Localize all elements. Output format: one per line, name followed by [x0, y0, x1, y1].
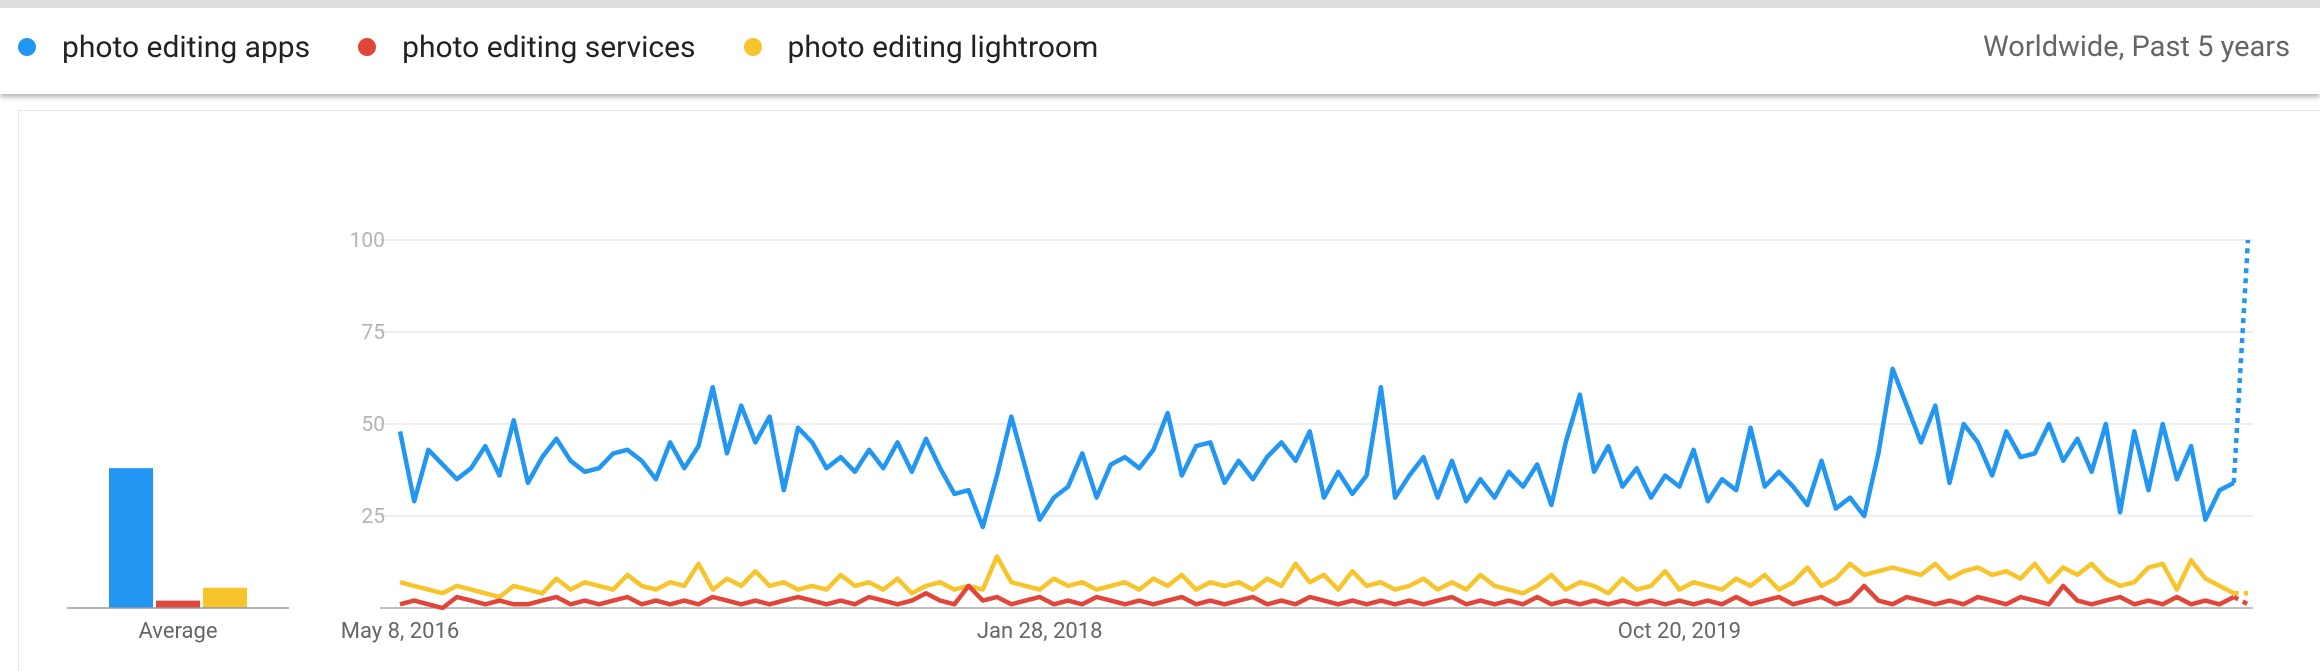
legend-dot — [743, 38, 762, 56]
partial-segment — [2232, 594, 2250, 607]
chart-card — [18, 110, 2320, 671]
legend: photo editing apps photo editing services… — [18, 0, 1146, 94]
scope-label[interactable]: Worldwide, Past 5 years — [1983, 30, 2291, 64]
average-bar — [156, 600, 200, 608]
legend-item[interactable]: photo editing apps — [18, 30, 310, 65]
legend-dot — [18, 38, 36, 56]
y-tick-label: 25 — [361, 505, 385, 529]
x-tick-label: May 8, 2016 — [341, 619, 460, 644]
legend-label: photo editing services — [402, 29, 696, 65]
series-line — [399, 583, 2235, 611]
x-tick-label: Jan 28, 2018 — [977, 619, 1103, 644]
series-line — [399, 554, 2235, 600]
legend-item[interactable]: photo editing lightroom — [743, 29, 1099, 65]
y-tick-label: 75 — [361, 321, 385, 345]
partial-segment — [2231, 239, 2251, 484]
series-line — [397, 366, 2235, 530]
header-bar: photo editing apps photo editing services… — [0, 0, 2320, 94]
y-tick-label: 50 — [361, 413, 385, 437]
x-tick-label: Oct 20, 2019 — [1618, 619, 1741, 644]
legend-label: photo editing lightroom — [787, 29, 1099, 65]
y-tick-label: 100 — [350, 229, 385, 253]
average-bar — [203, 587, 247, 608]
legend-item[interactable]: photo editing services — [358, 29, 696, 65]
legend-label: photo editing apps — [62, 29, 311, 65]
legend-dot — [358, 38, 377, 56]
top-strip — [0, 0, 2320, 8]
average-bar — [109, 468, 153, 608]
category-label: Average — [138, 619, 217, 644]
